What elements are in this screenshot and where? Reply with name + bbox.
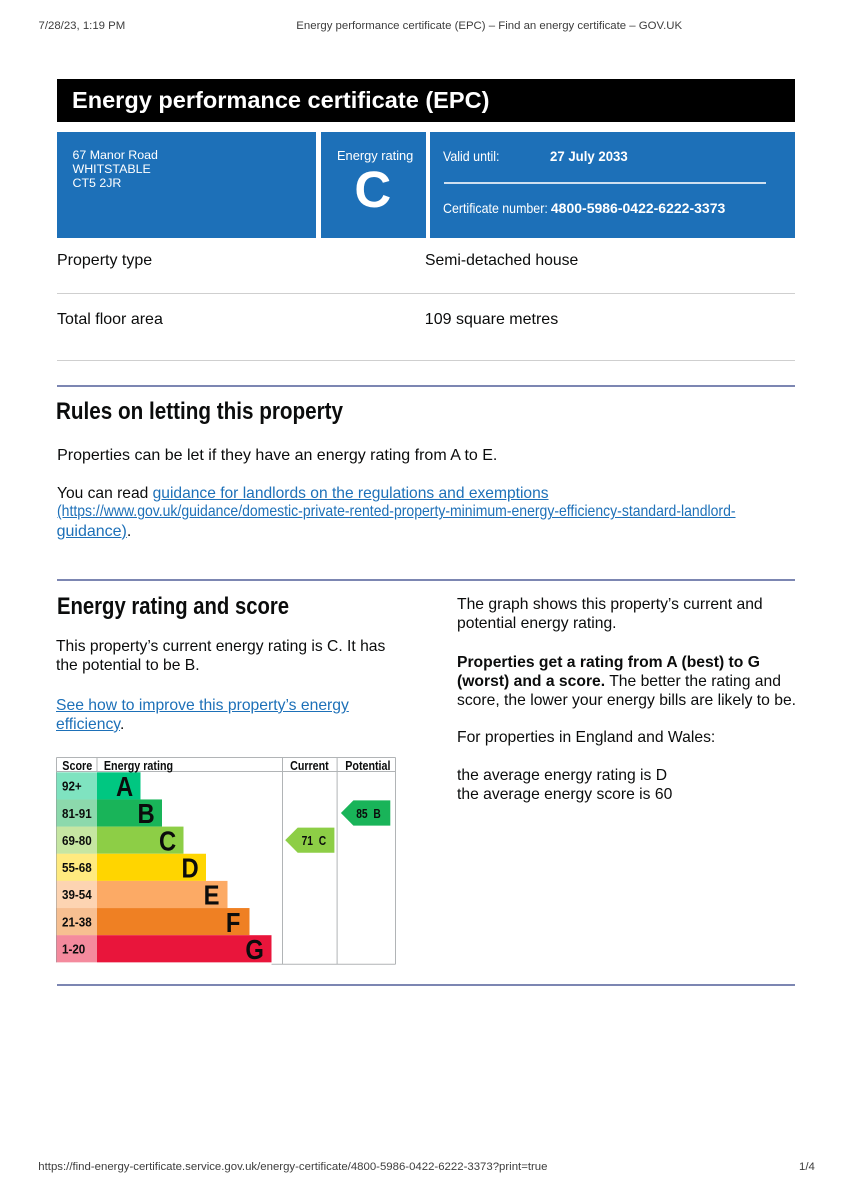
svg-text:21-38: 21-38 [62, 915, 92, 929]
svg-text:85 B: 85 B [356, 807, 381, 821]
svg-text:F: F [225, 906, 240, 938]
svg-text:D: D [181, 852, 198, 884]
svg-text:A: A [116, 770, 133, 802]
svg-text:Energy rating: Energy rating [103, 758, 172, 773]
svg-text:69-80: 69-80 [62, 834, 92, 848]
svg-text:55-68: 55-68 [62, 861, 92, 875]
svg-text:Current: Current [290, 758, 329, 773]
svg-text:81-91: 81-91 [62, 807, 92, 821]
svg-text:92+: 92+ [62, 780, 82, 794]
svg-text:Potential: Potential [345, 758, 390, 773]
svg-text:E: E [203, 879, 219, 911]
svg-text:1-20: 1-20 [62, 942, 86, 956]
svg-text:G: G [245, 933, 264, 965]
svg-text:Score: Score [62, 758, 92, 773]
svg-text:39-54: 39-54 [62, 888, 92, 902]
svg-text:C: C [159, 825, 176, 857]
svg-text:71 C: 71 C [301, 834, 326, 848]
svg-text:B: B [137, 798, 154, 830]
